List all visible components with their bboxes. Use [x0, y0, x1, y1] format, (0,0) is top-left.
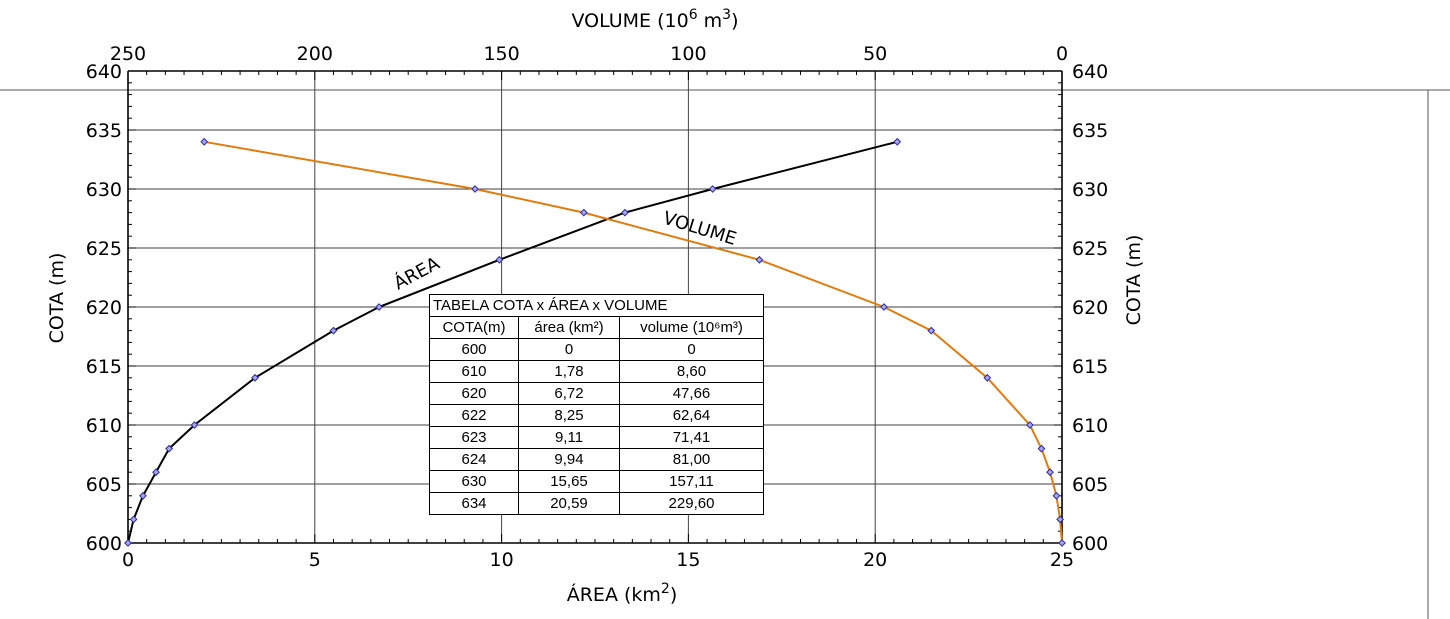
cell-volume: 47,66: [619, 382, 764, 405]
area-marker: [190, 421, 199, 429]
table-row: 630 15,65 157,11: [429, 470, 764, 493]
volume-marker: [1037, 444, 1046, 453]
volume-marker: [927, 326, 936, 335]
cell-area: 15,65: [518, 470, 620, 493]
table-header-cota: COTA(m): [429, 316, 519, 339]
x-bottom-tick-label: 10: [490, 549, 514, 571]
y-tick-label-right: 625: [1072, 238, 1108, 260]
cell-volume: 0: [619, 338, 764, 361]
area-marker: [893, 137, 902, 146]
y-tick-label-left: 635: [86, 120, 122, 142]
area-marker: [375, 303, 383, 311]
cell-cota: 622: [429, 404, 519, 427]
volume-marker: [1025, 421, 1034, 429]
x-top-tick-label: 250: [110, 43, 146, 65]
table-row: 623 9,11 71,41: [429, 426, 764, 449]
volume-marker: [755, 255, 764, 264]
area-marker: [495, 255, 504, 264]
volume-marker: [1058, 539, 1066, 547]
cell-area: 6,72: [518, 382, 620, 405]
table-title: TABELA COTA x ÁREA x VOLUME: [429, 294, 764, 317]
x-bottom-tick-label: 20: [863, 549, 887, 571]
area-marker: [708, 185, 717, 193]
cell-cota: 600: [429, 338, 519, 361]
y-tick-label-left: 630: [86, 179, 122, 201]
volume-marker: [471, 185, 479, 193]
table-row: 610 1,78 8,60: [429, 360, 764, 383]
cell-area: 20,59: [518, 492, 620, 515]
cell-volume: 62,64: [619, 404, 764, 427]
cell-area: 8,25: [518, 404, 620, 427]
x-top-tick-label: 100: [670, 43, 706, 65]
y-tick-label-right: 640: [1072, 61, 1108, 83]
area-marker: [129, 515, 138, 524]
cell-area: 0: [518, 338, 620, 361]
volume-marker: [200, 137, 209, 146]
x-bottom-tick-label: 0: [122, 549, 134, 571]
table-header-volume: volume (10⁶m³): [619, 316, 764, 339]
cell-volume: 157,11: [619, 470, 764, 493]
cell-area: 1,78: [518, 360, 620, 383]
y-tick-label-left: 605: [86, 474, 122, 496]
area-marker: [152, 468, 160, 477]
volume-marker: [1052, 491, 1061, 500]
y-tick-label-left: 600: [86, 533, 122, 555]
y-tick-label-left: 620: [86, 297, 122, 319]
x-top-tick-label: 150: [483, 43, 519, 65]
x-bottom-tick-label: 25: [1050, 549, 1074, 571]
area-marker: [329, 326, 338, 335]
volume-marker: [579, 208, 588, 217]
table-row: 634 20,59 229,60: [429, 492, 764, 515]
table-row: 624 9,94 81,00: [429, 448, 764, 471]
x-bottom-tick-label: 5: [309, 549, 321, 571]
x-bottom-title: ÁREA (km2): [567, 581, 678, 606]
y-tick-label-right: 630: [1072, 179, 1108, 201]
table-row: 622 8,25 62,64: [429, 404, 764, 427]
y-tick-label-right: 615: [1072, 356, 1108, 378]
y-tick-label-right: 605: [1072, 474, 1108, 496]
y-tick-label-left: 610: [86, 415, 122, 437]
table-header-area: área (km²): [518, 316, 620, 339]
y-right-title: COTA (m): [1123, 235, 1145, 326]
cell-cota: 620: [429, 382, 519, 405]
cell-cota: 610: [429, 360, 519, 383]
table-row: 620 6,72 47,66: [429, 382, 764, 405]
cell-volume: 81,00: [619, 448, 764, 471]
cell-volume: 8,60: [619, 360, 764, 383]
area-marker: [139, 491, 147, 500]
y-tick-label-right: 620: [1072, 297, 1108, 319]
x-top-title: VOLUME (106 m3): [571, 7, 738, 32]
area-marker: [251, 373, 259, 382]
volume-marker: [983, 373, 992, 382]
y-tick-label-right: 600: [1072, 533, 1108, 555]
cell-cota: 634: [429, 492, 519, 515]
cell-cota: 630: [429, 470, 519, 493]
volume-marker: [880, 303, 888, 311]
table-row: 600 0 0: [429, 338, 764, 361]
x-bottom-tick-label: 15: [676, 549, 700, 571]
cell-area: 9,11: [518, 426, 620, 449]
volume-marker: [1056, 515, 1065, 524]
x-top-tick-label: 0: [1056, 43, 1068, 65]
y-tick-label-right: 635: [1072, 120, 1108, 142]
y-tick-label-left: 625: [86, 238, 122, 260]
label-area-curve: ÁREA: [390, 252, 444, 295]
cota-area-volume-table: TABELA COTA x ÁREA x VOLUME COTA(m) área…: [429, 294, 764, 515]
area-marker: [620, 208, 629, 217]
y-tick-label-left: 640: [86, 61, 122, 83]
area-marker: [165, 444, 174, 453]
cell-cota: 624: [429, 448, 519, 471]
y-tick-label-left: 615: [86, 356, 122, 378]
table-body: 600 0 0 610 1,78 8,60 620 6,72 47,66 622 8,25 62,64…: [429, 338, 764, 515]
y-tick-label-right: 610: [1072, 415, 1108, 437]
cell-area: 9,94: [518, 448, 620, 471]
cell-volume: 71,41: [619, 426, 764, 449]
y-left-title: COTA (m): [46, 253, 68, 344]
area-marker: [124, 539, 132, 547]
cell-cota: 623: [429, 426, 519, 449]
volume-marker: [1046, 468, 1054, 477]
cell-volume: 229,60: [619, 492, 764, 515]
x-top-tick-label: 200: [297, 43, 333, 65]
x-top-tick-label: 50: [863, 43, 887, 65]
